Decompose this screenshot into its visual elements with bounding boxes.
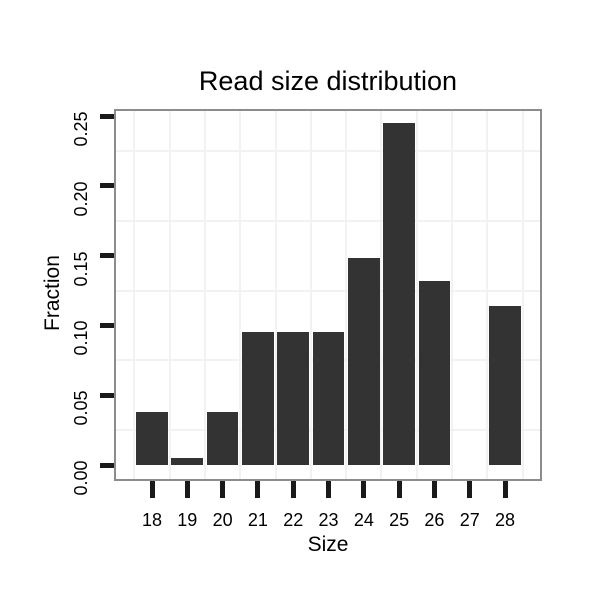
y-tick-mark [100,183,114,189]
y-tick-mark [100,392,114,398]
x-tick-mark [431,481,437,498]
y-tick-mark [100,322,114,328]
bar-23 [312,332,345,466]
x-tick-label: 27 [459,510,480,530]
x-tick-mark [290,481,296,498]
minor-gridline-x [380,111,383,479]
y-tick-label: 0.10 [71,320,91,356]
minor-gridline-y [116,149,540,152]
plot-panel [114,109,542,481]
minor-gridline-x [239,111,242,479]
x-tick-label: 24 [353,510,374,530]
minor-gridline-x [486,111,489,479]
y-tick-label: 0.25 [71,111,91,147]
x-tick-label: 20 [212,510,233,530]
minor-gridline-x [451,111,454,479]
bar-25 [383,123,416,466]
x-tick-mark [361,481,367,498]
minor-gridline-x [168,111,171,479]
bar-18 [136,411,168,466]
minor-gridline-x [203,111,206,479]
minor-gridline-x [521,111,524,479]
y-tick-label: 0.00 [71,460,91,496]
x-tick-mark [502,481,508,498]
x-tick-mark [184,481,190,498]
y-tick-mark [100,113,114,119]
bar-24 [347,258,380,466]
x-tick-label: 21 [247,510,268,530]
x-tick-label: 25 [389,510,410,530]
y-tick-mark [100,462,114,468]
x-tick-label: 26 [424,510,445,530]
x-tick-mark [255,481,261,498]
minor-gridline-y [116,219,540,222]
bar-21 [242,332,274,466]
minor-gridline-x [309,111,312,479]
bar-22 [277,332,310,466]
x-tick-mark [326,481,332,498]
minor-gridline-x [133,111,136,479]
y-tick-mark [100,253,114,259]
x-tick-mark [467,481,473,498]
x-tick-mark [149,481,155,498]
y-axis-title: Fraction [41,255,64,331]
x-tick-label: 23 [318,510,339,530]
bar-19 [171,458,204,466]
minor-gridline-x [415,111,418,479]
minor-gridline-y [116,289,540,292]
chart-title: Read size distribution [198,66,458,96]
minor-gridline-x [274,111,277,479]
bar-26 [418,280,451,466]
x-tick-mark [220,481,226,498]
y-tick-label: 0.15 [71,251,91,287]
x-tick-label: 18 [141,510,163,530]
x-tick-label: 22 [283,510,304,530]
bar-28 [489,305,521,466]
x-tick-label: 19 [177,510,198,530]
x-tick-label: 28 [495,510,516,530]
bar-20 [206,411,239,466]
y-tick-label: 0.05 [71,390,91,426]
minor-gridline-x [345,111,348,479]
x-axis-title: Size [307,533,349,556]
y-tick-label: 0.20 [71,181,91,217]
x-tick-mark [396,481,402,498]
